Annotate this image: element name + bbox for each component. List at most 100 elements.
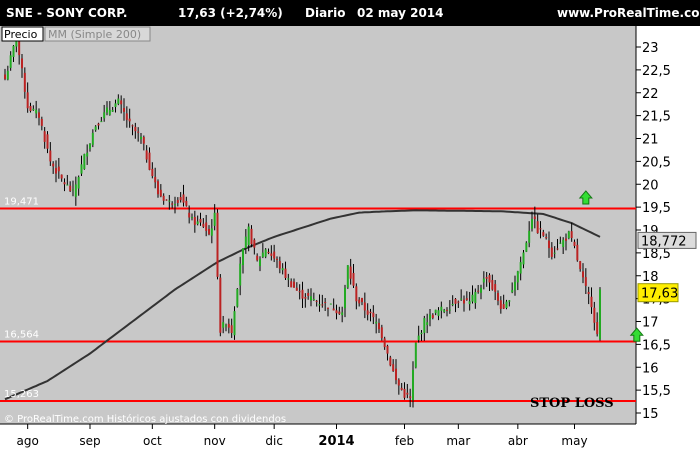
y-tick-label: 20,5 <box>642 155 671 170</box>
candle <box>505 299 508 310</box>
candle-body <box>69 185 72 192</box>
candle-body <box>4 74 6 80</box>
candle <box>32 105 35 111</box>
candle <box>131 124 134 136</box>
candle-body <box>77 177 80 189</box>
y-tick-label: 22 <box>642 87 659 102</box>
candle <box>89 143 91 152</box>
x-tick-label: nov <box>204 434 226 448</box>
candle-body <box>434 309 437 314</box>
candle-body <box>429 314 431 320</box>
candle <box>361 297 363 306</box>
candle-body <box>108 109 111 115</box>
candle-body <box>329 303 332 305</box>
candle-body <box>193 217 196 225</box>
ma-value-text: 18,772 <box>641 234 687 249</box>
candle <box>380 324 383 341</box>
candle-body <box>103 112 106 119</box>
candle-body <box>23 72 26 92</box>
y-tick-label: 18 <box>642 270 659 285</box>
candle-body <box>307 292 310 296</box>
candle <box>60 174 63 182</box>
candle-body <box>562 239 565 248</box>
candle <box>100 116 103 123</box>
hline-label-stop: 15,263 <box>4 389 39 400</box>
candle-body <box>332 308 335 311</box>
candle <box>168 194 171 210</box>
y-tick-label: 19,5 <box>642 201 671 216</box>
candle <box>318 294 321 312</box>
candle <box>497 290 499 306</box>
candle <box>338 306 341 315</box>
candle <box>202 218 205 229</box>
candle <box>463 295 465 312</box>
candle <box>46 131 49 154</box>
moving-average-layer <box>4 209 601 401</box>
x-tick-label: dic <box>265 434 283 448</box>
candle-body <box>406 392 409 395</box>
last-price-badge <box>637 283 679 303</box>
candle <box>210 219 213 244</box>
candle <box>420 329 423 341</box>
candle-body <box>315 300 318 302</box>
candle <box>403 382 406 400</box>
candle <box>446 307 448 317</box>
candle-body <box>355 286 358 302</box>
candle <box>414 342 417 369</box>
candle-body <box>97 123 100 126</box>
candle-body <box>400 387 403 390</box>
candle-body <box>244 236 247 249</box>
candle <box>165 199 168 201</box>
stop-loss-label: STOP LOSS <box>530 396 614 411</box>
candle <box>321 294 324 308</box>
candle-body <box>539 228 542 230</box>
candle-body <box>545 237 548 239</box>
candle <box>40 116 43 131</box>
candle <box>199 212 202 226</box>
candle-body <box>477 290 480 292</box>
legend-ma-box <box>44 26 151 42</box>
candle <box>134 122 137 139</box>
candle <box>18 40 21 65</box>
candle <box>417 325 420 343</box>
candle-body <box>120 100 123 105</box>
candle <box>191 213 193 221</box>
candle-body <box>91 132 94 145</box>
candle <box>205 214 208 237</box>
candle-body <box>29 106 32 111</box>
candle <box>244 229 247 254</box>
candle-body <box>590 296 593 308</box>
candle-body <box>40 118 43 126</box>
candle-body <box>162 195 165 201</box>
candle <box>587 286 590 305</box>
candle <box>287 273 290 288</box>
candle-body <box>556 248 559 250</box>
candle <box>559 236 562 245</box>
up-arrow-icon <box>629 327 644 342</box>
candle-body <box>199 218 202 223</box>
candle-body <box>349 266 352 279</box>
candle-body <box>463 299 465 304</box>
candle-body <box>533 216 536 220</box>
site-text: www.ProRealTime.com <box>557 6 700 20</box>
candle-body <box>366 310 369 315</box>
candle-body <box>570 231 573 238</box>
candle-body <box>582 271 584 278</box>
candle <box>437 307 440 321</box>
candle-body <box>106 107 108 113</box>
candle-body <box>46 134 49 149</box>
candle <box>511 282 514 294</box>
candle <box>193 210 196 233</box>
candle-body <box>446 309 448 311</box>
hline-label-resistance: 19,471 <box>4 197 39 208</box>
candle <box>174 196 176 214</box>
candle-body <box>134 126 137 132</box>
candle <box>6 65 9 81</box>
candle <box>542 229 545 237</box>
candles-layer <box>4 38 601 408</box>
y-tick-label: 21 <box>642 133 659 148</box>
candle-body <box>290 281 293 288</box>
candle <box>312 292 315 301</box>
candle-body <box>426 322 429 325</box>
candle <box>49 142 52 166</box>
